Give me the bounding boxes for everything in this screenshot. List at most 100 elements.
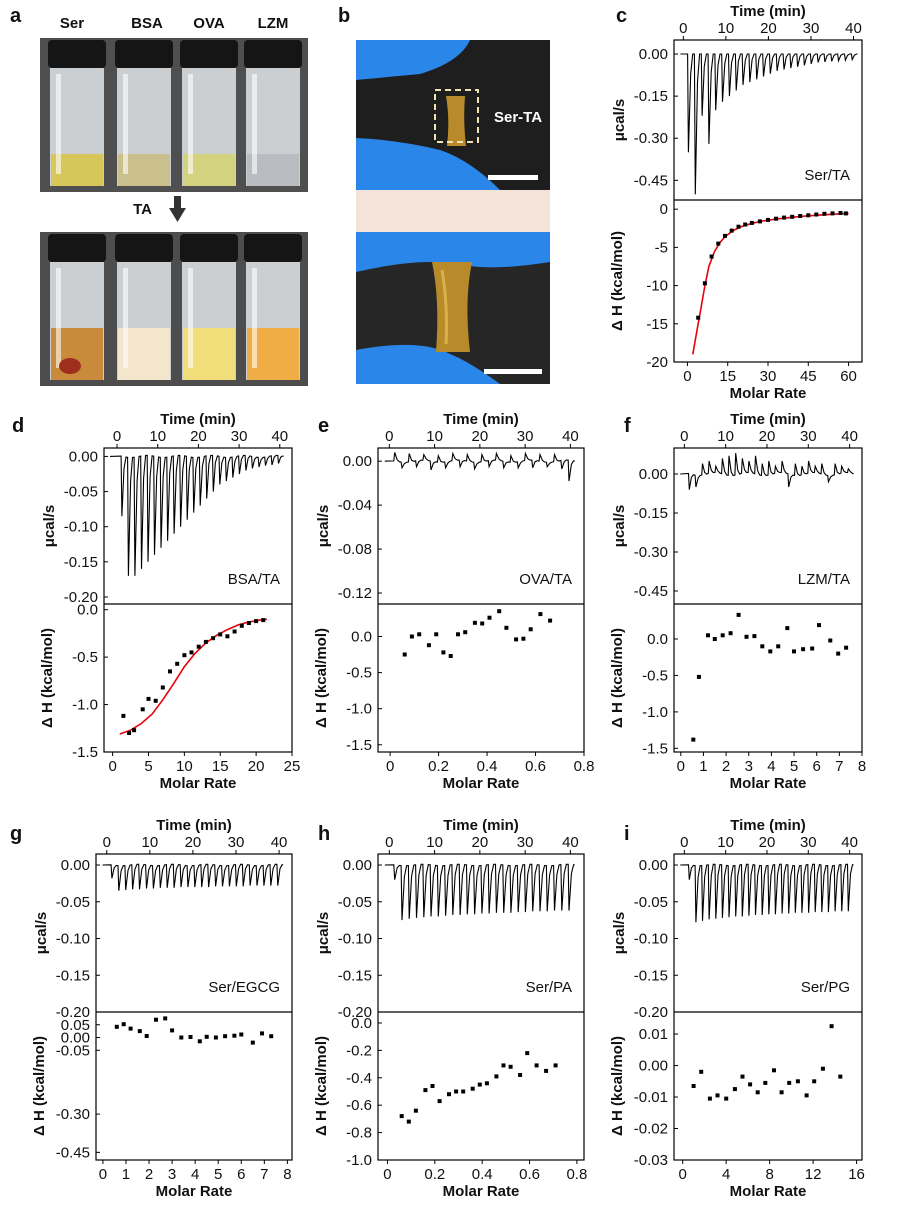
c-data-point-1 — [702, 281, 707, 286]
c-fit-curve — [692, 212, 849, 355]
d-power-tick-label-0: 0.00 — [69, 448, 98, 465]
i-data-point-17 — [829, 1024, 834, 1029]
i-time-tick-label-2: 20 — [759, 834, 776, 851]
h-data-point-9 — [470, 1086, 475, 1091]
i-molar-tick-label-2: 8 — [765, 1166, 773, 1183]
vial-top-glare-2 — [188, 74, 193, 174]
vial-bottom-precipitate — [59, 358, 81, 374]
e-data-point-4 — [434, 632, 439, 637]
c-dh-tick-label-2: -10 — [646, 278, 668, 295]
c-time-tick-label-0: 0 — [679, 20, 687, 37]
e-time-tick-label-1: 10 — [426, 428, 443, 445]
d-data-point-17 — [239, 623, 244, 628]
c-data-point-18 — [830, 211, 835, 216]
h-data-point-19 — [553, 1063, 558, 1068]
vial-top-cap-2 — [180, 40, 238, 68]
g-time-tick-label-0: 0 — [103, 834, 111, 851]
g-time-tick-label-3: 30 — [228, 834, 245, 851]
i-power-tick-label-0: 0.00 — [639, 857, 668, 874]
f-molar-tick-label-8: 8 — [858, 758, 866, 775]
vial-bottom-glare-3 — [252, 268, 257, 368]
i-data-point-0 — [691, 1084, 696, 1088]
c-dh-tick-label-4: -20 — [646, 354, 668, 371]
c-power-tick-label-3: -0.45 — [634, 172, 668, 189]
f-molar-axis-label: Molar Rate — [730, 775, 807, 792]
i-molar-axis-label: Molar Rate — [730, 1183, 807, 1200]
e-data-point-9 — [472, 620, 477, 625]
f-data-point-5 — [728, 631, 733, 636]
f-data-point-16 — [817, 623, 821, 628]
i-power-tick-label-4: -0.20 — [634, 1004, 668, 1021]
e-power-axis-label: μcal/s — [315, 505, 332, 548]
g-molar-tick-label-6: 6 — [237, 1166, 245, 1183]
i-molar-tick-label-0: 0 — [679, 1166, 687, 1183]
c-dh-tick-label-3: -15 — [646, 316, 668, 333]
h-power-tick-label-2: -0.10 — [338, 931, 372, 948]
c-data-point-12 — [782, 215, 787, 220]
h-molar-tick-label-1: 0.2 — [424, 1166, 445, 1183]
f-molar-tick-label-1: 1 — [699, 758, 707, 775]
h-molar-tick-label-2: 0.4 — [472, 1166, 493, 1183]
i-time-tick-label-4: 40 — [841, 834, 858, 851]
i-thermogram-trace — [680, 863, 854, 923]
g-power-tick-label-3: -0.15 — [56, 967, 90, 984]
e-dh-tick-label-1: -0.5 — [346, 665, 372, 682]
f-time-axis-label: Time (min) — [730, 411, 806, 428]
i-data-point-15 — [812, 1079, 817, 1084]
h-power-tick-label-4: -0.20 — [338, 1004, 372, 1021]
c-dh-axis-label: Δ H (kcal/mol) — [609, 231, 626, 331]
h-data-point-5 — [437, 1099, 442, 1104]
f-data-point-0 — [691, 737, 696, 742]
vial-bottom-cap-0 — [48, 234, 106, 262]
h-molar-tick-label-3: 0.6 — [519, 1166, 540, 1183]
f-pair-label: LZM/TA — [798, 571, 850, 588]
g-data-point-6 — [163, 1016, 168, 1021]
d-data-point-13 — [211, 636, 216, 641]
f-data-point-7 — [744, 634, 749, 639]
i-pair-label: Ser/PG — [801, 979, 850, 996]
i-data-point-7 — [748, 1082, 753, 1087]
c-data-point-0 — [696, 315, 701, 320]
h-data-point-2 — [413, 1108, 418, 1113]
g-molar-tick-label-3: 3 — [168, 1166, 176, 1183]
f-data-point-2 — [706, 633, 710, 638]
vial-label-lzm: LZM — [258, 15, 289, 32]
g-data-point-13 — [223, 1034, 228, 1039]
glove-top-upper — [356, 40, 470, 80]
c-time-tick-label-2: 20 — [760, 20, 777, 37]
c-data-point-5 — [729, 228, 734, 233]
g-dh-tick-label-3: -0.30 — [56, 1106, 90, 1123]
i-data-point-13 — [795, 1079, 800, 1084]
h-molar-tick-label-0: 0 — [383, 1166, 391, 1183]
h-dh-axis-label: Δ H (kcal/mol) — [313, 1036, 330, 1136]
d-data-point-5 — [153, 698, 158, 703]
h-time-tick-label-4: 40 — [562, 834, 579, 851]
f-frame — [673, 447, 863, 753]
g-data-point-9 — [188, 1035, 193, 1039]
i-dh-tick-label-0: 0.01 — [639, 1026, 668, 1043]
c-molar-tick-label-4: 60 — [840, 368, 857, 385]
i-power-tick-label-2: -0.10 — [634, 931, 668, 948]
h-data-point-18 — [544, 1068, 549, 1073]
d-data-point-7 — [168, 669, 172, 674]
c-molar-tick-label-3: 45 — [800, 368, 817, 385]
f-data-point-6 — [736, 612, 741, 617]
h-time-axis-label: Time (min) — [443, 817, 519, 834]
c-data-point-17 — [822, 211, 827, 216]
c-molar-tick-label-0: 0 — [683, 368, 691, 385]
d-data-point-10 — [189, 650, 194, 655]
ser-ta-label: Ser-TA — [494, 109, 542, 126]
panel-label-i: i — [624, 823, 630, 845]
e-data-point-5 — [441, 650, 446, 655]
g-power-tick-label-1: -0.05 — [56, 894, 90, 911]
d-molar-axis-label: Molar Rate — [160, 775, 237, 792]
d-data-point-6 — [160, 685, 165, 690]
c-power-tick-label-0: 0.00 — [639, 46, 668, 63]
h-data-point-15 — [518, 1073, 523, 1077]
photo-b: Ser-TA — [356, 40, 550, 384]
c-data-point-4 — [723, 233, 727, 238]
